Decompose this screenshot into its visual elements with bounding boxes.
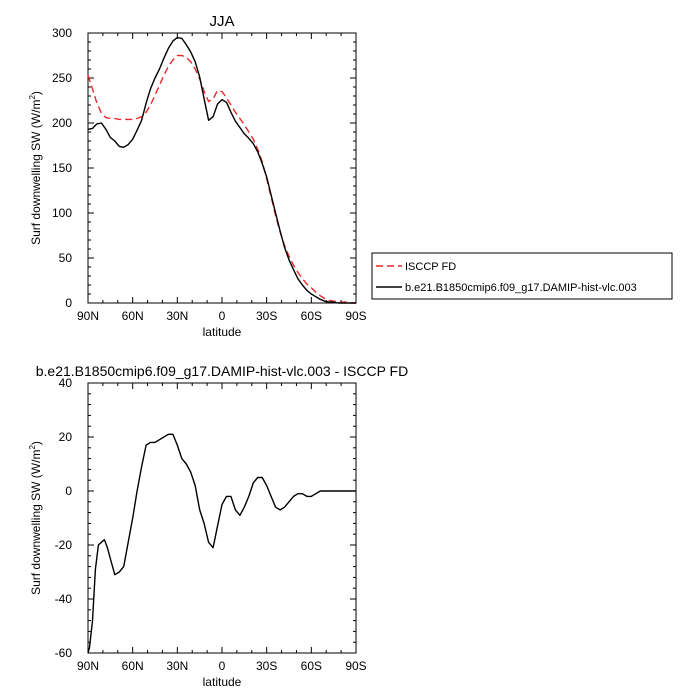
- y-tick-label: -20: [55, 538, 73, 552]
- y-tick-label: 50: [59, 251, 73, 265]
- y-axis-label-superscript: 2: [28, 445, 37, 450]
- series-line-0: [87, 54, 356, 304]
- x-tick-label: 90S: [345, 309, 366, 323]
- x-tick-label: 0: [219, 659, 226, 673]
- x-tick-label: 30N: [166, 659, 188, 673]
- chart-title: b.e21.B1850cmip6.f09_g17.DAMIP-hist-vlc.…: [36, 363, 408, 379]
- legend-label-0: ISCCP FD: [405, 261, 456, 273]
- y-tick-label: 200: [52, 116, 72, 130]
- x-tick-label: 30N: [166, 309, 188, 323]
- y-axis-label-end: ): [29, 441, 43, 445]
- series-line-1: [87, 36, 356, 304]
- x-tick-label: 30S: [256, 309, 277, 323]
- x-tick-label: 90N: [77, 659, 99, 673]
- x-tick-label: 60N: [122, 659, 144, 673]
- y-tick-label: 250: [52, 71, 72, 85]
- y-axis-label-superscript: 2: [28, 95, 37, 100]
- x-tick-label: 0: [219, 309, 226, 323]
- y-axis-label: Surf downwelling SW (W/m2): [28, 91, 43, 245]
- y-axis-label-text: Surf downwelling SW (W/m: [29, 450, 43, 595]
- x-tick-label: 60S: [301, 309, 322, 323]
- y-tick-label: 40: [59, 376, 73, 390]
- y-axis-label-end: ): [29, 91, 43, 95]
- y-tick-label: 100: [52, 206, 72, 220]
- legend-label-1: b.e21.B1850cmip6.f09_g17.DAMIP-hist-vlc.…: [405, 282, 637, 294]
- y-tick-label: 150: [52, 161, 72, 175]
- x-tick-label: 60N: [122, 309, 144, 323]
- x-tick-label: 60S: [301, 659, 322, 673]
- x-axis-label: latitude: [203, 325, 242, 339]
- x-axis-label: latitude: [203, 675, 242, 689]
- legend: ISCCP FD b.e21.B1850cmip6.f09_g17.DAMIP-h…: [371, 252, 673, 300]
- y-tick-label: -40: [55, 592, 73, 606]
- x-tick-label: 90S: [345, 659, 366, 673]
- y-tick-label: 0: [65, 296, 72, 310]
- x-tick-label: 30S: [256, 659, 277, 673]
- y-tick-label: 300: [52, 26, 72, 40]
- x-tick-label: 90N: [77, 309, 99, 323]
- chart-title: JJA: [209, 13, 234, 30]
- y-axis-label: Surf downwelling SW (W/m2): [28, 441, 43, 595]
- y-axis-label-text: Surf downwelling SW (W/m: [29, 100, 43, 245]
- y-tick-label: 0: [65, 484, 72, 498]
- legend-box: [371, 252, 673, 300]
- y-tick-label: -60: [55, 646, 73, 660]
- y-tick-label: 20: [59, 430, 73, 444]
- bottom-panel: b.e21.B1850cmip6.f09_g17.DAMIP-hist-vlc.…: [28, 363, 408, 689]
- series-line-0: [87, 433, 356, 654]
- top-panel: JJA 90N 60N 30N 0 30S 60S 90S 0 50 100 150 200 250 300…: [28, 13, 367, 339]
